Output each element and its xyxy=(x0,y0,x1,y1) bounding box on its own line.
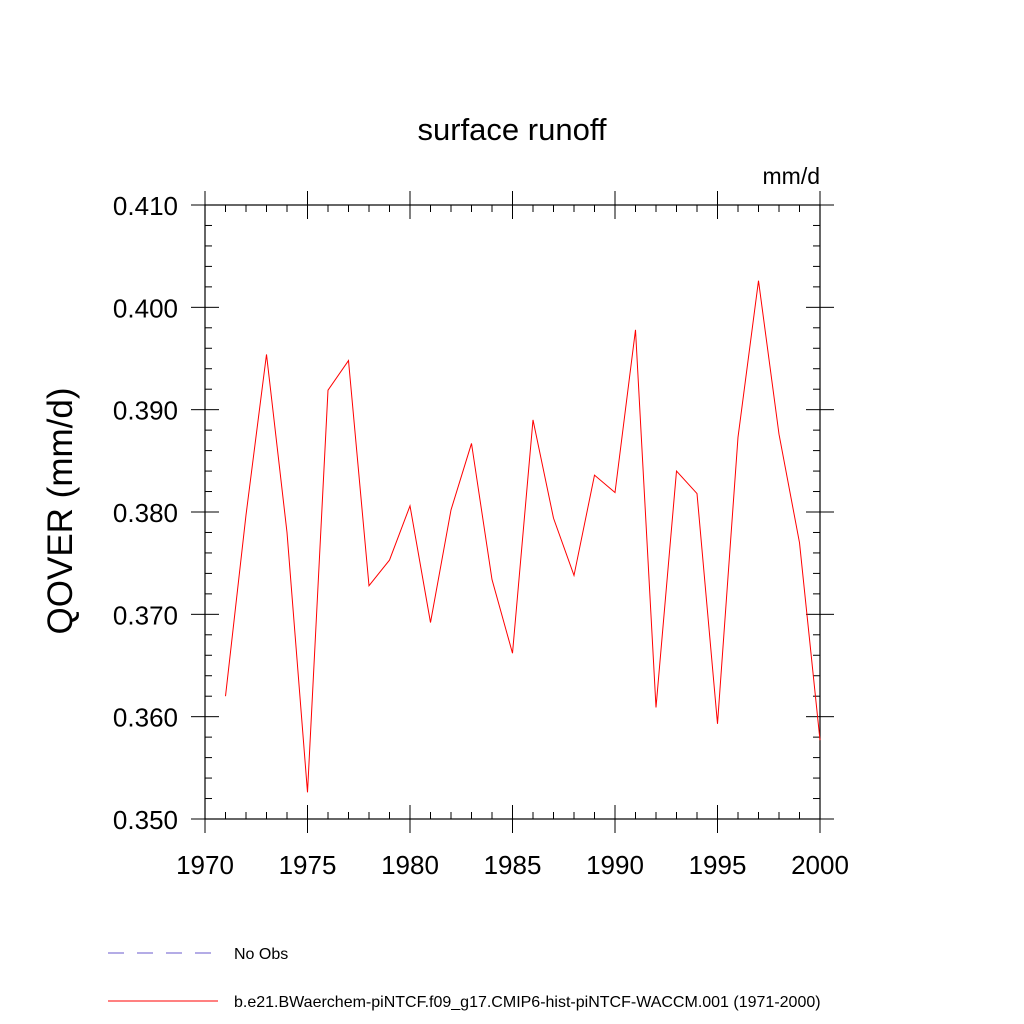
x-tick-label: 1975 xyxy=(279,850,337,880)
x-tick-label: 1985 xyxy=(484,850,542,880)
y-axis-label: QOVER (mm/d) xyxy=(41,388,80,635)
y-tick-label: 0.350 xyxy=(113,805,178,835)
units-label: mm/d xyxy=(763,163,821,189)
series-layer xyxy=(225,280,821,793)
legend-label-1: b.e21.BWaerchem-piNTCF.f09_g17.CMIP6-his… xyxy=(234,994,821,1011)
y-tick-label: 0.410 xyxy=(113,191,178,221)
y-tick-label: 0.360 xyxy=(113,703,178,733)
x-tick-label: 2000 xyxy=(791,850,849,880)
plot-frame xyxy=(204,204,821,820)
x-tick-label: 1995 xyxy=(689,850,747,880)
y-tick-label: 0.400 xyxy=(113,293,178,323)
x-tick-label: 1980 xyxy=(381,850,439,880)
x-tick-label: 1970 xyxy=(176,850,234,880)
legend: No Obs b.e21.BWaerchem-piNTCF.f09_g17.CMI… xyxy=(108,946,821,1011)
y-tick-label: 0.370 xyxy=(113,600,178,630)
legend-label-0: No Obs xyxy=(234,946,288,963)
y-tick-label: 0.390 xyxy=(113,396,178,426)
axis-ticks: 1970 1975 1980 1985 1990 1995 2000 0.350 0.360 0.… xyxy=(113,191,849,880)
chart-title: surface runoff xyxy=(418,112,607,147)
x-tick-label: 1990 xyxy=(586,850,644,880)
series-line-0 xyxy=(225,280,821,793)
y-tick-label: 0.380 xyxy=(113,498,178,528)
